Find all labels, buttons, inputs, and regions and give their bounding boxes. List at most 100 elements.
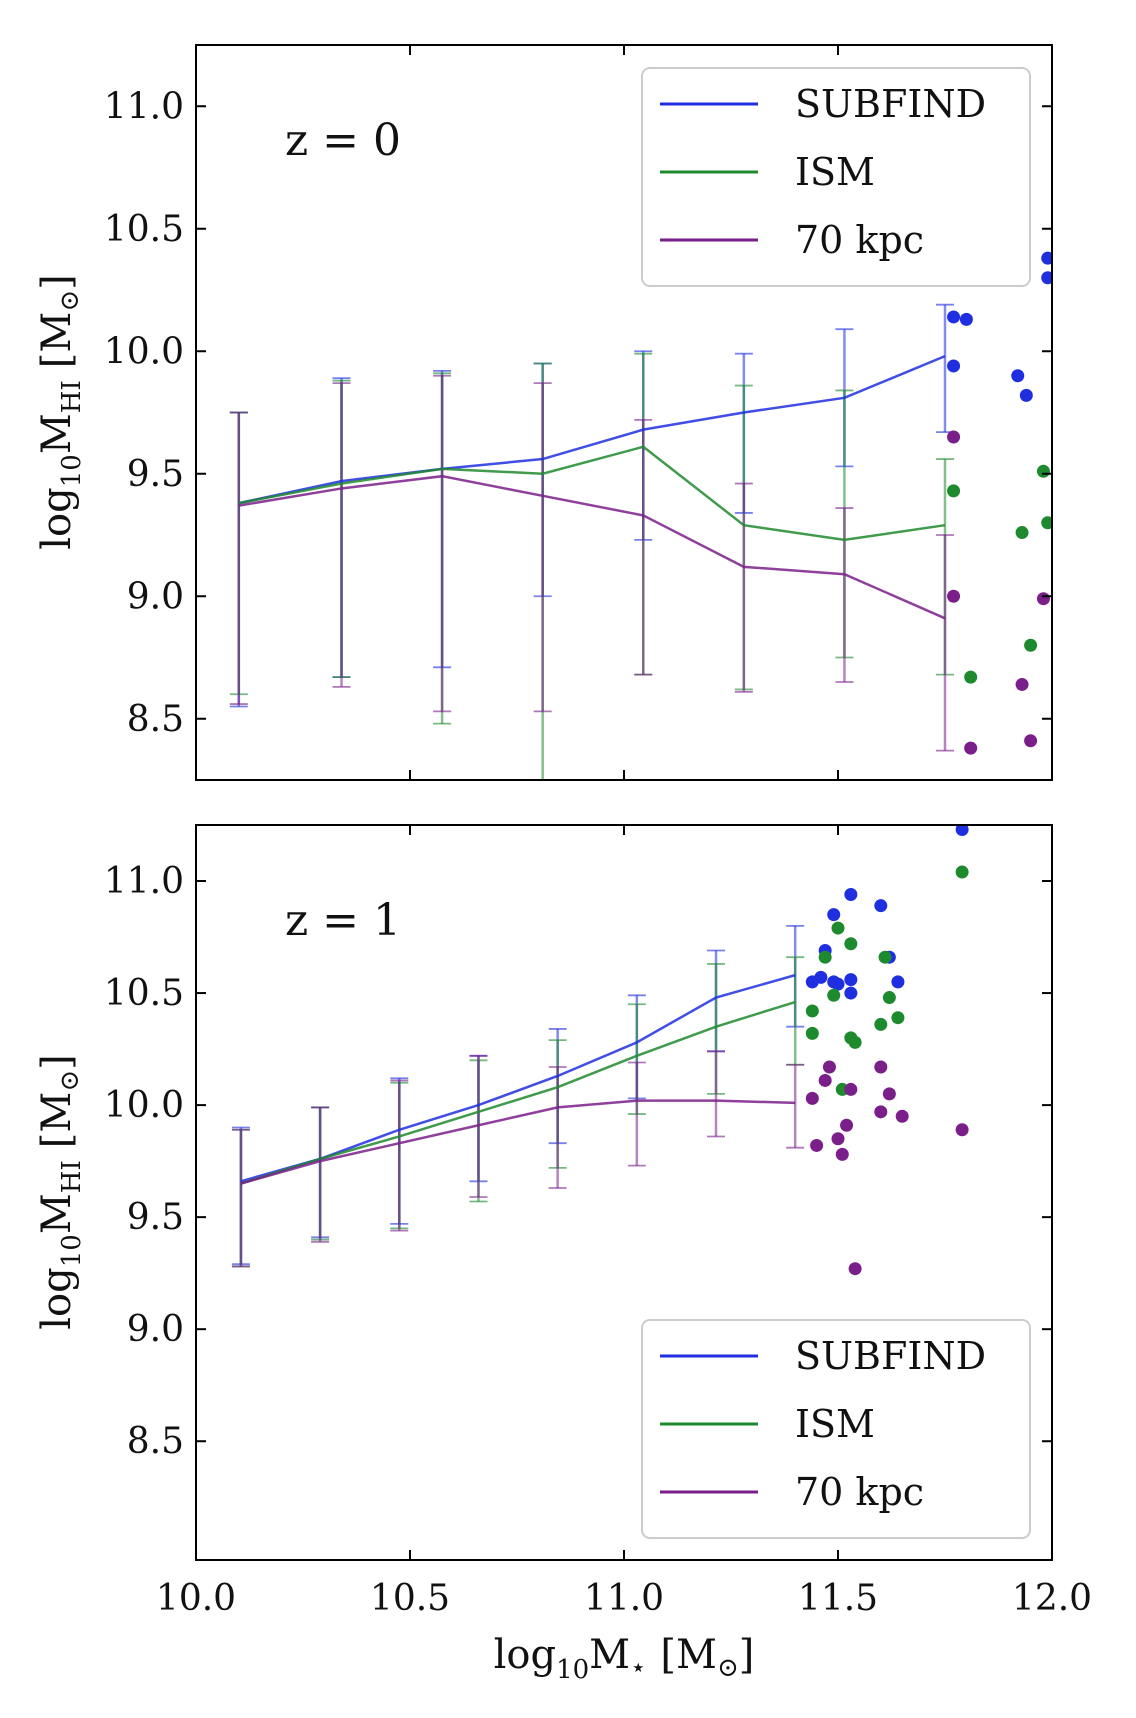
panel-z1-annotation: z = 1 [285, 895, 401, 946]
scatter-point-ism [964, 670, 978, 684]
panel-z1-y-axis-title: log10MHI[M⊙] [34, 1054, 87, 1329]
x-tick-label: 10.5 [370, 1578, 450, 1619]
scatter-point-ism [805, 1004, 819, 1018]
scatter-point-ism [848, 1035, 862, 1049]
x-tick-label: 12.0 [1012, 1578, 1092, 1619]
legend-label-subfind: SUBFIND [795, 1334, 986, 1378]
scatter-point-subfind [844, 986, 858, 1000]
legend-label-subfind: SUBFIND [795, 82, 986, 126]
panel-z1: z = 1 SUBFIND ISM 70 kpc log10MHI[M⊙] 10… [34, 824, 1092, 1619]
y-tick-label: 9.5 [127, 1197, 184, 1238]
scatter-point-subfind [891, 975, 905, 989]
series-line-70kpc [240, 1099, 796, 1185]
scatter-point-70kpc [810, 1138, 824, 1152]
scatter-point-ism [874, 1017, 888, 1031]
series-line-ism [238, 445, 946, 542]
scatter-point-ism [844, 937, 858, 951]
panel-1-data [231, 825, 969, 1276]
y-tick-label: 8.5 [127, 1421, 184, 1462]
series-line-subfind [240, 973, 796, 1183]
y-tick-label: 10.0 [104, 1085, 184, 1126]
x-axis-title: log10M⋆ [M⊙] [494, 1632, 755, 1685]
scatter-point-ism [805, 1026, 819, 1040]
scatter-point-ism [955, 865, 969, 879]
y-tick-label: 9.0 [127, 1309, 184, 1350]
scatter-point-ism [1015, 526, 1029, 540]
scatter-point-subfind [831, 977, 845, 991]
scatter-point-ism [827, 988, 841, 1002]
scatter-point-70kpc [964, 741, 978, 755]
scatter-point-70kpc [840, 1118, 854, 1132]
scatter-point-70kpc [1015, 677, 1029, 691]
scatter-point-70kpc [947, 430, 961, 444]
series-line-ism [240, 1000, 796, 1185]
scatter-point-ism [1036, 464, 1050, 478]
series-line-70kpc [238, 474, 946, 620]
panel-0-data [229, 251, 1136, 780]
scatter-point-ism [831, 921, 845, 935]
scatter-point-70kpc [874, 1105, 888, 1119]
scatter-point-ism [882, 991, 896, 1005]
legend-label-ism: ISM [795, 150, 875, 194]
scatter-point-ism [891, 1011, 905, 1025]
y-tick-label: 9.0 [127, 576, 184, 617]
y-tick-label: 9.5 [127, 454, 184, 495]
y-tick-label: 10.0 [104, 331, 184, 372]
scatter-point-subfind [1011, 369, 1025, 383]
scatter-point-subfind [959, 312, 973, 326]
panel-z0-y-axis-title: log10MHI[M⊙] [34, 274, 87, 549]
scatter-point-subfind [1019, 388, 1033, 402]
scatter-point-70kpc [1123, 531, 1136, 544]
panel-z0: z = 0 SUBFIND ISM 70 kpc log10MHI[M⊙] 8.… [34, 44, 1136, 781]
scatter-point-subfind [955, 825, 969, 836]
scatter-point-70kpc [1024, 734, 1038, 748]
legend-label-ism: ISM [795, 1402, 875, 1446]
scatter-point-ism [947, 484, 961, 498]
y-tick-label: 10.5 [104, 209, 184, 250]
scatter-point-ism [1080, 362, 1093, 375]
x-tick-label: 10.0 [156, 1578, 236, 1619]
legend-label-70kpc: 70 kpc [795, 1470, 924, 1514]
panel-z0-legend: SUBFIND ISM 70 kpc [641, 67, 1031, 287]
series-line-subfind [238, 354, 946, 505]
scatter-point-ism [1118, 379, 1131, 392]
scatter-point-subfind [844, 973, 858, 987]
scatter-point-subfind [874, 899, 888, 913]
scatter-point-ism [818, 950, 832, 964]
scatter-point-70kpc [844, 1082, 858, 1096]
scatter-point-subfind [947, 310, 961, 324]
scatter-point-subfind [1041, 271, 1052, 285]
scatter-point-70kpc [1036, 592, 1050, 606]
scatter-point-70kpc [805, 1091, 819, 1105]
scatter-point-subfind [814, 970, 828, 984]
scatter-point-70kpc [1080, 551, 1093, 564]
scatter-point-subfind [1080, 271, 1093, 284]
scatter-point-70kpc [874, 1060, 888, 1074]
x-tick-label: 11.5 [798, 1578, 878, 1619]
scatter-point-ism [878, 950, 892, 964]
scatter-point-70kpc [947, 589, 961, 603]
panel-z1-legend: SUBFIND ISM 70 kpc [641, 1319, 1031, 1539]
scatter-point-70kpc [848, 1262, 862, 1276]
scatter-point-subfind [1123, 288, 1136, 301]
x-tick-label: 11.0 [584, 1578, 664, 1619]
scatter-point-70kpc [882, 1087, 896, 1101]
scatter-point-70kpc [822, 1060, 836, 1074]
y-tick-label: 11.0 [104, 861, 184, 902]
scatter-point-70kpc [831, 1132, 845, 1146]
scatter-point-70kpc [835, 1147, 849, 1161]
scatter-point-70kpc [818, 1073, 832, 1087]
scatter-point-subfind [1041, 251, 1052, 265]
legend-label-70kpc: 70 kpc [795, 218, 924, 262]
panel-z0-annotation: z = 0 [285, 115, 401, 166]
scatter-point-subfind [844, 887, 858, 901]
scatter-point-subfind [827, 908, 841, 922]
y-tick-label: 10.5 [104, 973, 184, 1014]
y-tick-label: 8.5 [127, 699, 184, 740]
scatter-point-70kpc [955, 1123, 969, 1137]
scatter-point-70kpc [895, 1109, 909, 1123]
scatter-point-subfind [947, 359, 961, 373]
scatter-point-ism [1024, 638, 1038, 652]
scatter-point-ism [1041, 516, 1052, 530]
